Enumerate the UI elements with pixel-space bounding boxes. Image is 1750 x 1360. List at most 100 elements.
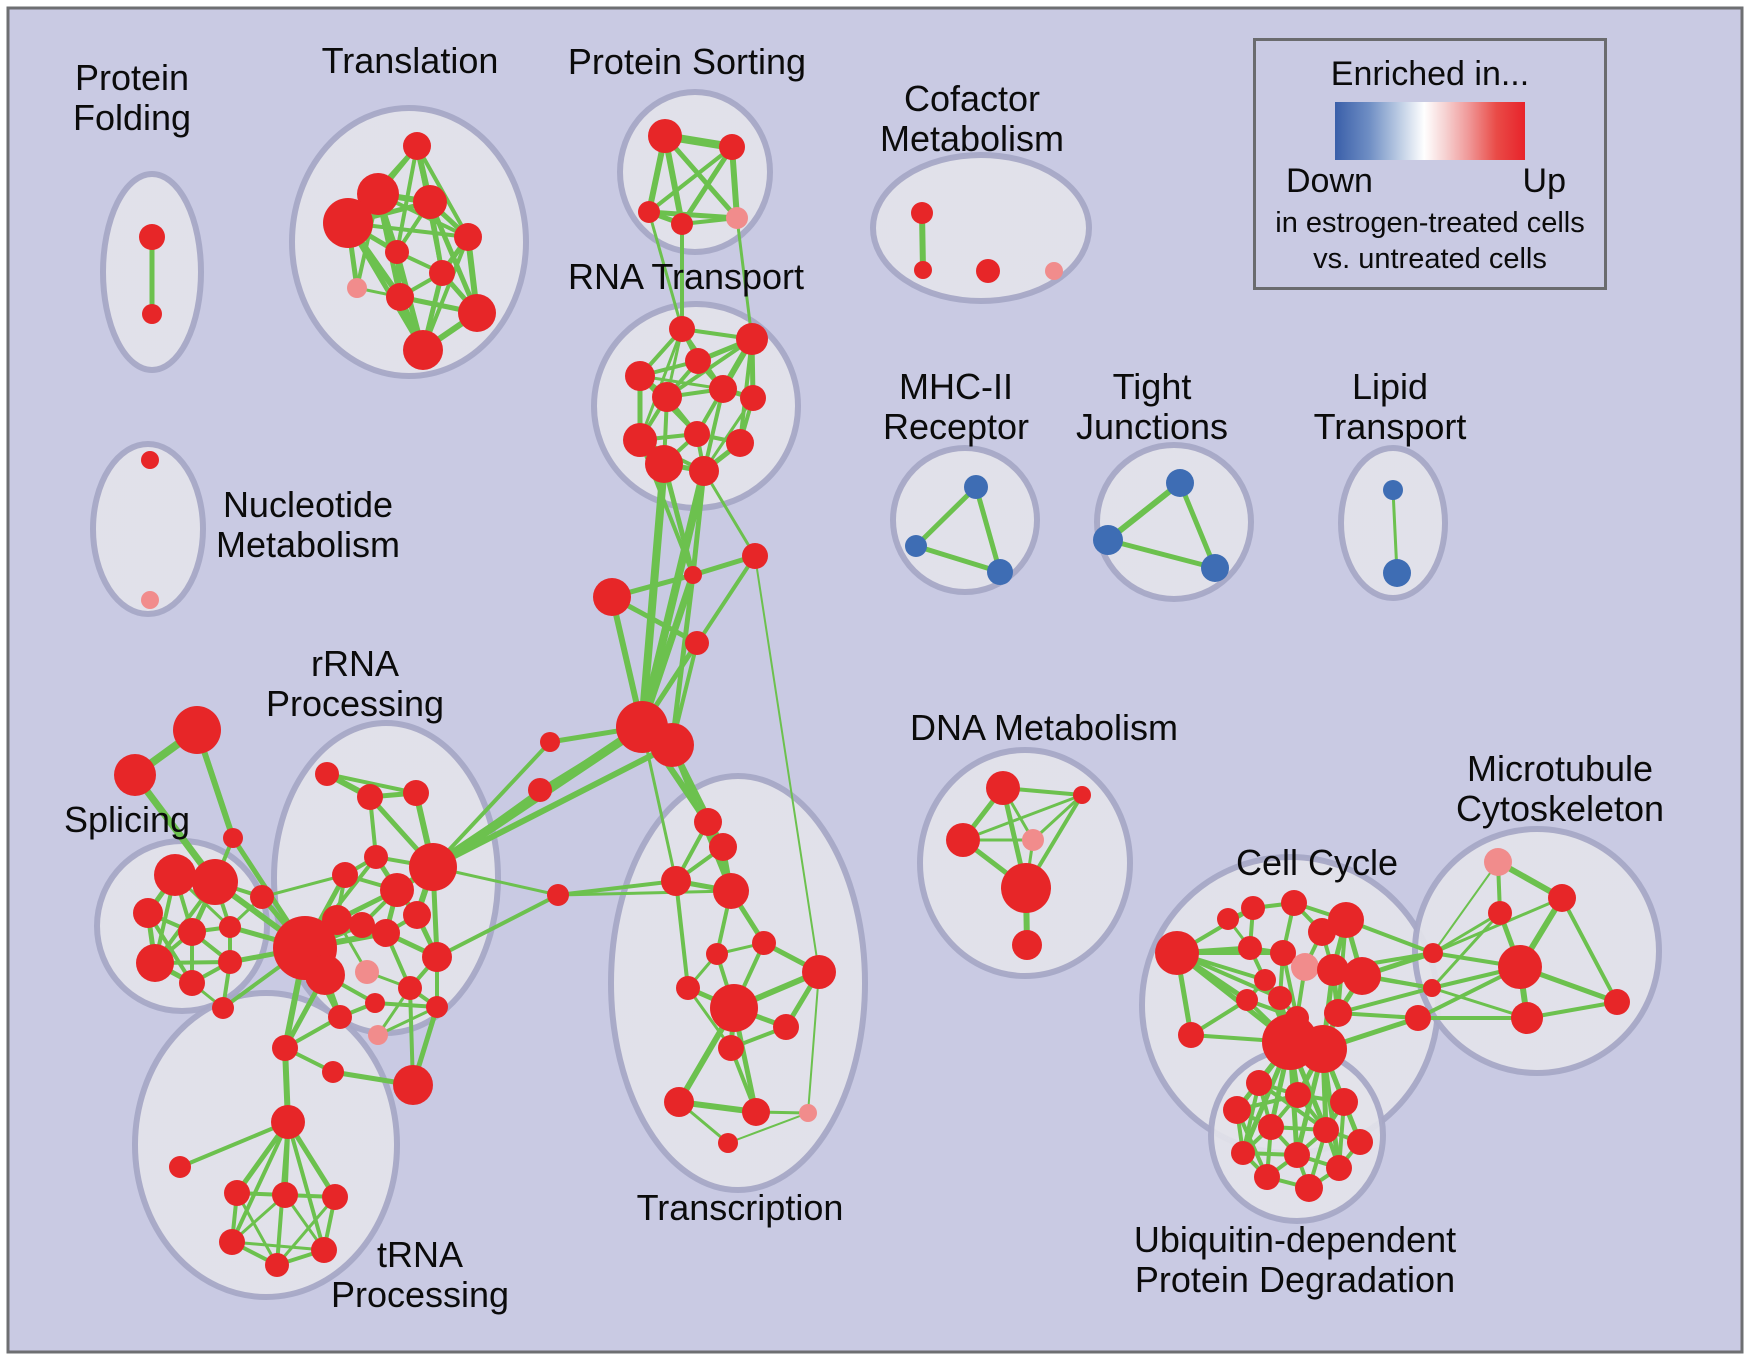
node-60 [219,916,241,938]
edge-15-18 [647,210,684,331]
cluster-dna-metabolism [917,747,1133,979]
node-46 [1166,469,1194,497]
node-57 [192,859,238,905]
cluster-label-tight-junctions-line2: Junctions [1076,406,1228,447]
cluster-trna-processing [132,990,400,1300]
cluster-label-lipid-transport-line1: Lipid [1352,366,1428,407]
cluster-label-splicing: Splicing [64,799,190,840]
cluster-label-cell-cycle: Cell Cycle [1236,842,1398,883]
node-124 [1270,940,1296,966]
cluster-label-ubiquitin-degradation-line1: Ubiquitin-dependent [1134,1219,1456,1260]
legend-caption-line2: vs. untreated cells [1313,243,1547,275]
edge-66-68 [325,772,418,795]
node-50 [1383,559,1411,587]
node-113 [1073,786,1091,804]
node-134 [1299,1025,1347,1073]
node-119 [1241,896,1265,920]
node-114 [946,823,980,857]
node-71 [332,862,358,888]
node-148 [1223,1096,1251,1124]
node-48 [1201,554,1229,582]
edge-29-31 [702,469,757,558]
node-115 [1022,829,1044,851]
node-77 [305,955,345,995]
node-96 [311,1237,337,1263]
node-107 [718,1035,744,1061]
node-149 [1330,1088,1358,1116]
cluster-tight-junctions [1094,442,1254,602]
node-110 [799,1104,817,1122]
node-23 [709,375,737,403]
node-135 [1178,1022,1204,1048]
node-52 [141,591,159,609]
node-47 [1093,525,1123,555]
edge-14-15 [647,145,734,214]
cluster-label-trna-processing-line1: tRNA [377,1234,463,1275]
cluster-lipid-transport [1338,445,1448,601]
edge-93-95 [275,1195,337,1267]
edge-141-145 [1560,896,1619,1004]
edge-38-79 [435,893,560,959]
cluster-label-mhc-ii-receptor-line2: Receptor [883,406,1029,447]
cluster-label-protein-folding-line1: Protein [75,57,189,98]
cluster-label-rrna-processing-line1: rRNA [311,643,399,684]
node-35 [650,723,694,767]
node-32 [593,578,631,616]
node-152 [1347,1129,1373,1155]
node-101 [706,943,728,965]
node-146 [1246,1070,1272,1096]
cluster-label-lipid-transport-line2: Transport [1314,406,1467,447]
node-153 [1231,1141,1255,1165]
node-104 [676,976,700,1000]
node-74 [349,912,375,938]
node-12 [403,330,443,370]
legend-box: Enriched in... Down Up in estrogen-treat… [1253,38,1607,290]
node-10 [386,283,414,311]
node-54 [114,754,156,796]
node-136 [1217,908,1239,930]
edge-138-142 [1430,911,1502,990]
edge-89-96 [286,1120,326,1252]
node-30 [684,566,702,584]
cluster-label-nucleotide-metabolism-line2: Metabolism [216,524,400,565]
node-16 [671,213,693,235]
node-154 [1284,1142,1310,1168]
node-81 [398,976,422,1000]
edge-30-35 [669,572,696,748]
node-43 [964,475,988,499]
node-90 [169,1156,191,1178]
node-105 [710,984,758,1032]
node-62 [179,970,205,996]
node-38 [547,884,569,906]
cluster-label-transcription: Transcription [637,1187,844,1228]
edge-46-48 [1177,480,1218,571]
node-92 [272,1182,298,1208]
node-98 [709,833,737,861]
cluster-label-protein-folding-line2: Folding [73,97,191,138]
edge-89-94 [230,1120,290,1244]
edge-14-16 [679,144,735,227]
node-89 [271,1105,305,1139]
cluster-label-trna-processing-line2: Processing [331,1274,509,1315]
legend-caption-line1: in estrogen-treated cells [1275,207,1585,239]
node-156 [1254,1164,1280,1190]
node-144 [1511,1002,1543,1034]
node-33 [685,631,709,655]
node-100 [713,873,749,909]
node-18 [669,316,695,342]
edge-43-45 [973,484,1003,575]
node-44 [905,535,927,557]
node-117 [1012,930,1042,960]
node-25 [684,421,710,447]
node-20 [685,348,711,374]
node-2 [403,132,431,160]
node-36 [540,732,560,752]
cluster-nucleotide-metabolism [90,441,206,617]
cluster-label-translation: Translation [322,40,499,81]
node-61 [136,944,174,982]
node-24 [740,385,766,411]
edge-94-96 [230,1240,326,1252]
edge-34-99 [640,725,678,883]
